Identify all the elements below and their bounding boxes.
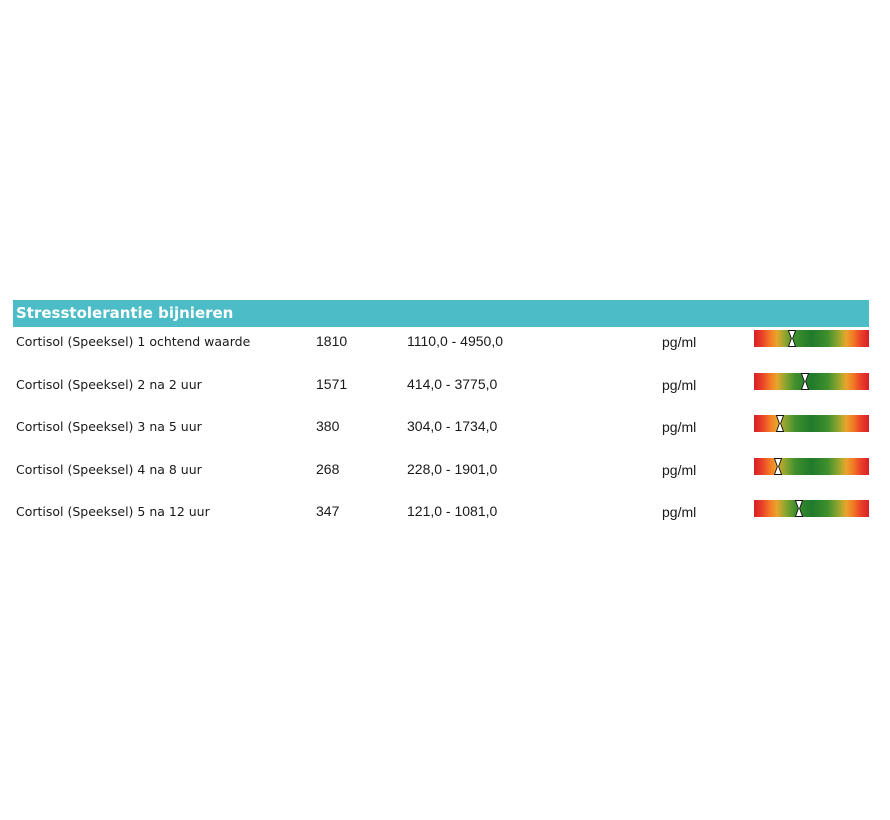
test-value: 1571	[316, 375, 348, 392]
hourglass-marker-icon	[800, 372, 809, 390]
unit: pg/ml	[662, 376, 697, 393]
unit: pg/ml	[662, 461, 697, 478]
hourglass-marker-icon	[787, 330, 796, 347]
test-name: Cortisol (Speeksel) 4 na 8 uur	[16, 461, 202, 477]
section-header: Stresstolerantie bijnieren	[13, 300, 869, 327]
result-row: Cortisol (Speeksel) 2 na 2 uur 1571 414,…	[13, 370, 869, 413]
test-value: 268	[316, 460, 340, 477]
hourglass-marker-icon	[794, 500, 803, 517]
reference-scale-bar	[754, 330, 869, 347]
unit: pg/ml	[662, 504, 697, 520]
reference-range: 121,0 - 1081,0	[407, 503, 498, 519]
result-row: Cortisol (Speeksel) 5 na 12 uur 347 121,…	[13, 497, 869, 540]
unit: pg/ml	[662, 419, 697, 435]
result-row: Cortisol (Speeksel) 3 na 5 uur 380 304,0…	[13, 412, 869, 455]
reference-scale-bar	[754, 457, 869, 475]
test-name: Cortisol (Speeksel) 1 ochtend waarde	[16, 334, 251, 349]
test-name: Cortisol (Speeksel) 5 na 12 uur	[16, 504, 210, 519]
test-name: Cortisol (Speeksel) 2 na 2 uur	[16, 376, 202, 392]
reference-scale-bar	[754, 415, 869, 432]
test-value: 347	[316, 503, 340, 519]
test-value: 1810	[316, 333, 348, 349]
reference-range: 304,0 - 1734,0	[407, 418, 498, 434]
hourglass-marker-icon	[776, 415, 785, 432]
test-name: Cortisol (Speeksel) 3 na 5 uur	[16, 419, 202, 434]
unit: pg/ml	[662, 334, 697, 350]
hourglass-marker-icon	[774, 457, 783, 475]
results-panel: Stresstolerantie bijnieren Cortisol (Spe…	[13, 300, 869, 540]
reference-scale-bar	[754, 372, 869, 390]
test-value: 380	[316, 418, 340, 434]
reference-range: 414,0 - 3775,0	[407, 375, 498, 392]
result-row: Cortisol (Speeksel) 4 na 8 uur 268 228,0…	[13, 455, 869, 498]
results-rows: Cortisol (Speeksel) 1 ochtend waarde 181…	[13, 327, 869, 540]
reference-range: 1110,0 - 4950,0	[407, 333, 504, 349]
reference-scale-bar	[754, 500, 869, 517]
result-row: Cortisol (Speeksel) 1 ochtend waarde 181…	[13, 327, 869, 370]
reference-range: 228,0 - 1901,0	[407, 460, 498, 477]
